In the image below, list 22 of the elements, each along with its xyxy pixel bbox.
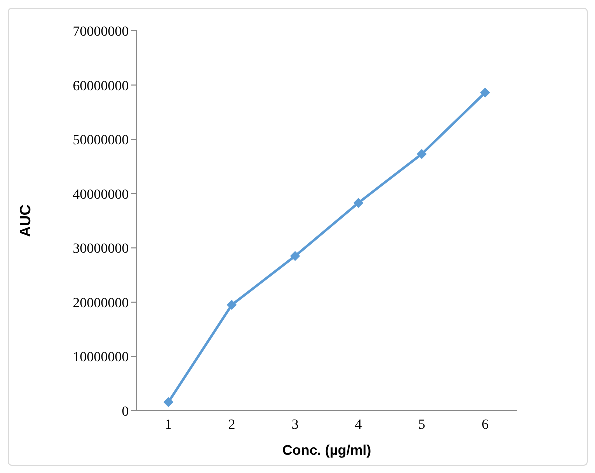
x-tick-label: 3 [292, 418, 299, 433]
x-tick-label: 5 [418, 418, 426, 433]
point [227, 300, 237, 310]
y-tick-label: 40000000 [73, 188, 129, 203]
point [480, 88, 490, 98]
y-tick-label: 0 [122, 404, 129, 420]
point [290, 251, 300, 262]
y-tick-label: 10000000 [73, 350, 129, 366]
x-axis-title: Conc. (µg/ml) [282, 442, 372, 458]
point [417, 149, 427, 160]
y-tick-label: 50000000 [73, 134, 129, 149]
x-tick-label: 2 [228, 418, 236, 433]
point [354, 198, 364, 208]
y-tick-label: 20000000 [73, 296, 129, 312]
y-axis-title: AUC [17, 204, 34, 238]
y-tick-label: 60000000 [73, 79, 129, 94]
x-tick-label: 1 [165, 418, 172, 433]
x-tick-label: 6 [482, 418, 489, 433]
y-tick-label: 30000000 [73, 242, 129, 258]
y-tick-label: 70000000 [73, 24, 129, 40]
x-tick-label: 4 [355, 418, 362, 433]
point [164, 397, 174, 408]
